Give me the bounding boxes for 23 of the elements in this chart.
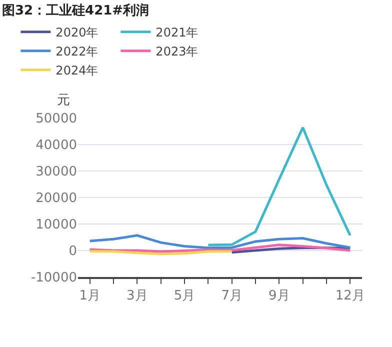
y-tick-label: 20000: [36, 191, 77, 206]
x-tick-label: 3月: [126, 288, 148, 304]
y-tick-label: 50000: [36, 112, 77, 127]
legend-label: 2023年: [156, 44, 198, 59]
legend-label: 2020年: [56, 26, 98, 40]
y-tick-label: 0: [68, 244, 77, 260]
legend-label: 2022年: [56, 44, 98, 59]
y-tick-label: 40000: [36, 138, 77, 154]
line-series: [88, 244, 352, 253]
line-series: [88, 234, 352, 250]
x-tick-label: 5月: [174, 288, 196, 304]
chart-title: 图32：工业硅421#利润: [2, 2, 150, 18]
x-tick-label: 9月: [268, 288, 290, 304]
x-tick-label: 7月: [221, 288, 242, 304]
x-tick-label: 12月: [335, 288, 365, 304]
legend-label: 2024年: [56, 64, 98, 78]
legend-label: 2021年: [156, 26, 198, 40]
y-axis-title: 元: [57, 93, 70, 108]
y-tick-label: -10000: [30, 270, 77, 286]
y-tick-label: 10000: [36, 218, 77, 233]
x-tick-label: 1月: [79, 288, 100, 304]
line-series: [206, 126, 352, 246]
y-tick-label: 30000: [36, 164, 77, 180]
